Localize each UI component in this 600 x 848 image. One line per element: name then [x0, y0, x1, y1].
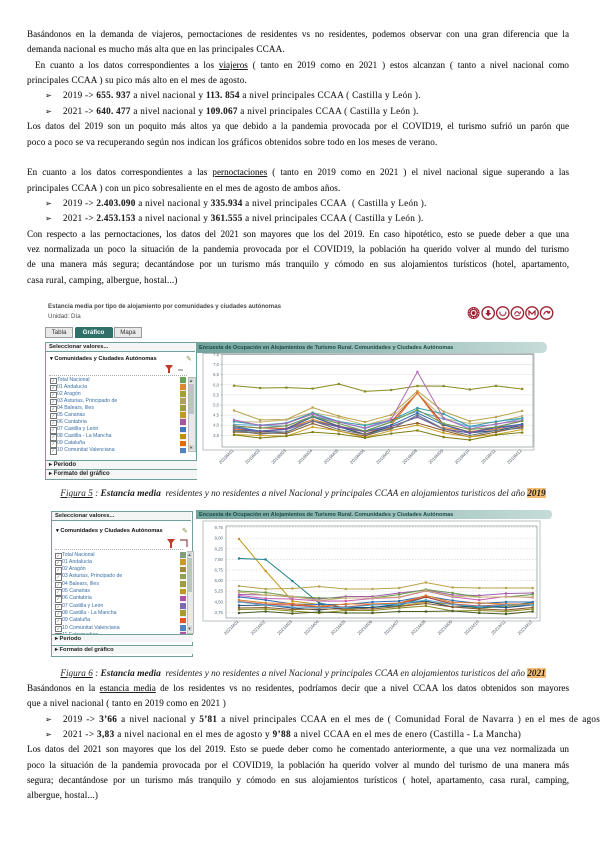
svg-text:6,0: 6,0 [213, 382, 219, 387]
svg-text:4,5: 4,5 [213, 413, 219, 418]
svg-text:8,25: 8,25 [214, 546, 223, 551]
svg-text:5,5: 5,5 [213, 392, 219, 397]
svg-text:7,50: 7,50 [214, 557, 223, 562]
svg-text:5,25: 5,25 [214, 589, 223, 594]
svg-text:6,00: 6,00 [214, 578, 223, 583]
svg-text:7,5: 7,5 [213, 353, 219, 357]
svg-text:7,0: 7,0 [213, 362, 219, 367]
svg-text:6,75: 6,75 [214, 568, 223, 573]
svg-text:3,5: 3,5 [213, 433, 219, 438]
svg-text:5,0: 5,0 [213, 403, 219, 408]
svg-text:9,75: 9,75 [214, 525, 223, 530]
svg-text:3,75: 3,75 [214, 610, 223, 615]
svg-text:4,50: 4,50 [214, 599, 223, 604]
svg-text:6,5: 6,5 [213, 372, 219, 377]
svg-text:9,00: 9,00 [214, 536, 223, 541]
svg-text:4,0: 4,0 [213, 423, 219, 428]
